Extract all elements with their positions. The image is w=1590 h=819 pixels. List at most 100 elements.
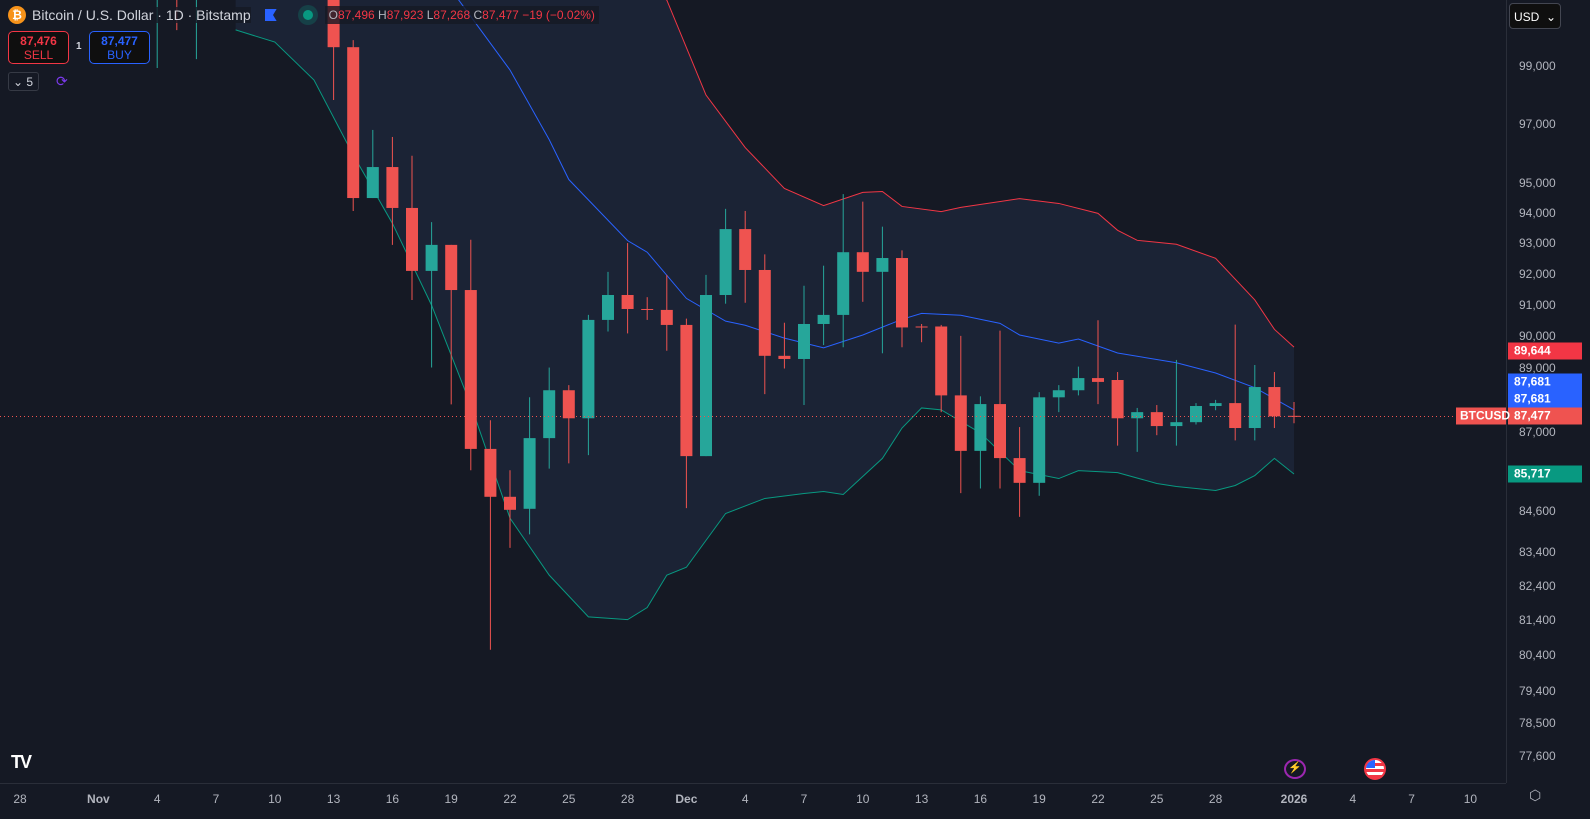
candle-body: [1111, 379, 1124, 419]
bollinger-upper-line: [665, 0, 1295, 348]
candle: [386, 136, 399, 245]
candle: [778, 322, 791, 369]
price-tick-label: 84,600: [1519, 504, 1556, 519]
candle: [1209, 399, 1222, 411]
time-tick-label: 2026: [1280, 792, 1308, 806]
candle: [994, 330, 1006, 489]
tradingview-logo[interactable]: TV: [11, 752, 32, 772]
price-tag-last: 87,477: [1508, 407, 1582, 425]
chart-legend: ₿ Bitcoin / U.S. Dollar · 1D · Bitstamp …: [8, 6, 599, 24]
sync-icon[interactable]: ⟳: [56, 73, 68, 89]
candle: [484, 420, 497, 650]
price-tick-label: 90,000: [1519, 328, 1556, 343]
symbol-title[interactable]: Bitcoin / U.S. Dollar · 1D · Bitstamp: [32, 7, 251, 23]
time-tick-label: 13: [914, 792, 929, 806]
time-tick-label: 25: [1150, 792, 1164, 806]
candle: [1131, 407, 1144, 452]
candle-body: [445, 244, 458, 291]
us-flag-icon[interactable]: [1364, 758, 1386, 780]
candle: [798, 285, 810, 406]
time-tick-label: 4: [741, 792, 749, 806]
candle-body: [680, 324, 693, 457]
candle: [156, 0, 158, 69]
price-tag-upper: 89,644: [1508, 342, 1582, 360]
candle-body: [798, 323, 810, 359]
candle-body: [562, 390, 575, 419]
price-chart[interactable]: [0, 0, 1506, 783]
time-tick-label: 7: [1408, 792, 1415, 806]
candle-body: [856, 252, 869, 272]
candle-body: [523, 438, 536, 509]
candle: [602, 271, 614, 332]
price-tick-label: 78,500: [1519, 716, 1556, 731]
candle-body: [837, 252, 850, 315]
time-tick-label: 19: [444, 792, 458, 806]
time-tick-label: 16: [385, 792, 400, 806]
candle: [195, 0, 197, 60]
lightning-icon[interactable]: ⚡: [1284, 759, 1306, 779]
symbol-tag: BTCUSD: [1456, 407, 1510, 425]
candle-body: [366, 167, 379, 199]
time-tick-label: 25: [562, 792, 576, 806]
price-tick-label: 92,000: [1519, 266, 1556, 281]
currency-select[interactable]: USD ⌄: [1509, 3, 1561, 29]
candle: [719, 208, 732, 304]
price-tick-label: 81,400: [1519, 613, 1556, 628]
candle: [543, 367, 556, 469]
price-tick-label: 94,000: [1519, 205, 1556, 220]
candle-body: [974, 404, 987, 451]
candle: [366, 129, 379, 199]
candle: [837, 194, 850, 348]
candle: [974, 396, 987, 489]
candle-body: [719, 229, 732, 295]
candle-body: [621, 294, 634, 309]
price-axis[interactable]: 99,000 97,000 95,000 94,000 93,000 92,000 91,0…: [1506, 0, 1590, 783]
price-tick-label: 91,000: [1519, 297, 1556, 312]
candle: [1248, 365, 1261, 441]
sell-button[interactable]: 87,476 SELL: [8, 31, 69, 64]
candle: [464, 239, 477, 471]
time-tick-label: 22: [1091, 792, 1105, 806]
settings-icon[interactable]: ⬡: [1529, 787, 1542, 803]
time-tick-label: 4: [1349, 792, 1357, 806]
flag-icon[interactable]: [264, 9, 277, 21]
candle-body: [602, 294, 614, 320]
candle: [1170, 359, 1183, 446]
candle: [1033, 392, 1046, 496]
candle-body: [1190, 406, 1202, 423]
candle-body: [1248, 387, 1261, 429]
candle-body: [758, 269, 771, 356]
candle-body: [1268, 387, 1281, 417]
price-tick-label: 87,000: [1519, 424, 1556, 439]
spread: 1: [76, 41, 82, 52]
price-tag-middle2: 87,681: [1508, 390, 1582, 408]
candle-body: [543, 390, 556, 439]
candle: [621, 243, 634, 334]
time-tick-label: 13: [326, 792, 341, 806]
candle-body: [641, 308, 654, 310]
candle: [641, 297, 654, 320]
candle-body: [1209, 403, 1222, 407]
candle: [876, 226, 889, 354]
time-tick-label: 10: [268, 792, 282, 806]
candle: [425, 222, 438, 368]
price-tick-label: 83,400: [1519, 544, 1556, 559]
candle: [176, 0, 178, 31]
candle-body: [1052, 390, 1065, 398]
time-tick-label: 28: [1208, 792, 1223, 806]
candle: [1111, 372, 1124, 446]
indicators-collapse-button[interactable]: ⌄ 5: [8, 72, 39, 91]
buy-button[interactable]: 87,477 BUY: [89, 31, 150, 64]
candle: [1072, 366, 1085, 396]
candle-body: [954, 395, 967, 451]
time-tick-label: 7: [212, 792, 220, 806]
time-tick-label: 28: [620, 792, 635, 806]
candle-body: [504, 496, 516, 510]
price-tick-label: 93,000: [1519, 236, 1556, 251]
price-tick-label: 82,400: [1519, 578, 1556, 593]
candle: [1288, 402, 1300, 424]
candle: [1150, 405, 1163, 436]
candle: [1013, 427, 1026, 517]
time-axis[interactable]: 28 Nov 4 7 10 13 16 19 22 25 28 Dec 4 7 10 13 16 19 22 25 28…: [0, 783, 1506, 819]
candle: [445, 244, 458, 405]
